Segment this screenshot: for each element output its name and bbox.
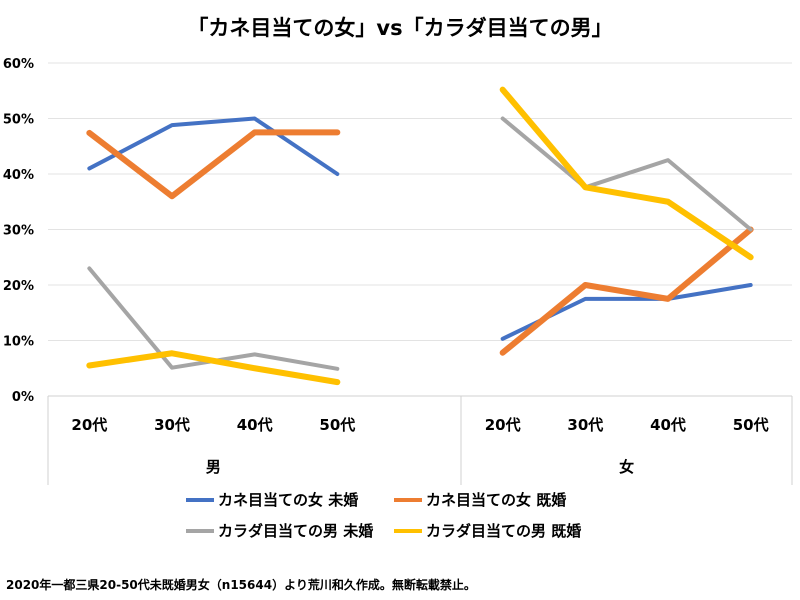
series-line-3-male xyxy=(86,350,341,386)
legend-item-1: カネ目当ての女 既婚 xyxy=(394,489,566,510)
series-line-0-male xyxy=(87,116,340,176)
legend-label: カネ目当ての女 既婚 xyxy=(426,491,567,509)
chart-title: 「カネ目当ての女」vs「カラダ目当ての男」 xyxy=(187,16,613,40)
legend-swatch xyxy=(186,497,214,502)
x-tick-label: 20代 xyxy=(485,416,521,434)
x-tick-label: 40代 xyxy=(237,416,273,434)
series-line-2-male xyxy=(87,266,340,371)
y-tick-label: 30% xyxy=(3,224,34,239)
legend-swatch xyxy=(394,497,422,502)
x-tick-label: 20代 xyxy=(71,416,107,434)
series-line-3-female xyxy=(499,86,754,261)
y-tick-label: 60% xyxy=(3,57,34,72)
legend-swatch xyxy=(186,528,214,533)
legend-swatch xyxy=(394,528,422,533)
y-tick-label: 20% xyxy=(3,279,34,294)
y-tick-label: 10% xyxy=(3,335,34,350)
x-tick-label: 40代 xyxy=(650,416,686,434)
legend-label: カラダ目当ての男 未婚 xyxy=(218,522,374,540)
group-label: 女 xyxy=(619,458,634,476)
legend-item-0: カネ目当ての女 未婚 xyxy=(186,489,358,510)
group-label: 男 xyxy=(206,458,221,476)
x-tick-label: 30代 xyxy=(154,416,190,434)
legend-label: カネ目当ての女 未婚 xyxy=(218,491,359,509)
legend-label: カラダ目当ての男 既婚 xyxy=(426,522,582,540)
x-tick-label: 30代 xyxy=(567,416,603,434)
y-tick-label: 0% xyxy=(12,390,34,405)
footnote: 2020年一都三県20-50代未既婚男女（n15644）より荒川和久作成。無断転… xyxy=(6,578,476,592)
legend-item-3: カラダ目当ての男 既婚 xyxy=(394,520,581,541)
series-line-2-female xyxy=(500,116,753,232)
series-line-1-male xyxy=(86,129,341,200)
y-tick-label: 50% xyxy=(3,113,34,128)
y-tick-label: 40% xyxy=(3,168,34,183)
x-tick-label: 50代 xyxy=(319,416,355,434)
legend-item-2: カラダ目当ての男 未婚 xyxy=(186,520,373,541)
series-line-1-female xyxy=(499,226,754,356)
x-tick-label: 50代 xyxy=(733,416,769,434)
